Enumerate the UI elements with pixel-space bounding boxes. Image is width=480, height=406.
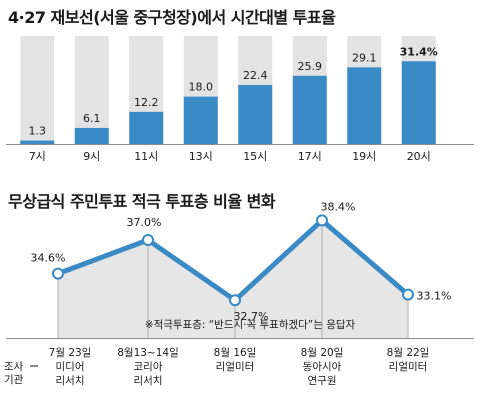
x-org-label: 리얼미터 <box>216 361 255 373</box>
bar-value-label: 1.3 <box>29 125 47 138</box>
bar-value-label: 31.4% <box>400 45 438 58</box>
bar <box>20 140 55 144</box>
x-tick-label: 15시 <box>243 150 267 163</box>
x-tick-label: 11시 <box>134 150 158 163</box>
bar-value-label: 29.1 <box>352 51 377 64</box>
bar-value-label: 6.1 <box>83 112 101 125</box>
point-value-label: 33.1% <box>417 290 452 303</box>
point-value-label: 37.0% <box>127 216 162 229</box>
x-org-label: 미디어 <box>56 361 85 373</box>
data-point <box>52 267 64 280</box>
line-chart-title: 무상급식 주민투표 적극 투표층 비율 변화 <box>8 192 276 211</box>
bar <box>347 67 382 144</box>
x-org-label: 리얼미터 <box>389 361 428 373</box>
bar <box>74 127 109 144</box>
point-value-label: 32.7% <box>234 310 269 323</box>
x-org-label: 리서치 <box>56 375 85 387</box>
bar-track <box>20 36 55 144</box>
point-value-label: 34.6% <box>31 252 66 265</box>
bar <box>183 96 218 144</box>
data-point <box>229 294 241 307</box>
bar-value-label: 18.0 <box>189 81 214 94</box>
bar <box>292 75 327 144</box>
footnote: ※적극투표층: “반드시·꼭 투표하겠다”는 응답자 <box>145 318 356 331</box>
bar <box>401 61 436 144</box>
x-org-label: 연구원 <box>308 375 337 387</box>
survey-org-header: 조사 기관 <box>4 361 23 387</box>
bar-value-label: 25.9 <box>298 60 323 73</box>
x-tick-label: 19시 <box>352 150 376 163</box>
bar-chart-title: 4·27 재보선(서울 중구청장)에서 시간대별 투표율 <box>8 8 336 27</box>
x-org-label: 동아시아 <box>303 361 342 373</box>
bar-value-label: 12.2 <box>134 96 159 109</box>
x-date-label: 8월 16일 <box>214 346 257 359</box>
data-point <box>142 234 154 246</box>
x-org-label: 리서치 <box>134 375 163 387</box>
x-tick-label: 20시 <box>407 150 431 163</box>
bar <box>129 111 164 144</box>
area-fill <box>58 220 408 338</box>
point-value-label: 38.4% <box>321 200 356 213</box>
data-point <box>316 214 328 227</box>
x-date-label: 8월 22일 <box>387 346 430 359</box>
bar-value-label: 22.4 <box>243 69 268 82</box>
line-chart: 34.6% 37.0% 32.7% 38.4% 33.1% ※적극투표층: “반드시·꼭 … <box>6 200 474 387</box>
bar <box>238 84 273 144</box>
survey-org-header-line-2: 기관 <box>4 374 24 386</box>
bar-track <box>74 36 109 144</box>
data-point <box>402 288 414 301</box>
x-date-label: 8월13~14일 <box>117 346 179 359</box>
survey-org-header-line-1: 조사 <box>4 361 24 373</box>
bar-chart: 1.3 7시 6.1 9시 12.2 11시 18.0 13시 22.4 15시 25.9 17시 29… <box>6 36 474 163</box>
x-org-label: 코리아 <box>134 361 163 373</box>
x-tick-label: 9시 <box>83 150 100 163</box>
x-tick-label: 17시 <box>298 150 322 163</box>
x-tick-label: 7시 <box>29 150 46 163</box>
x-tick-label: 13시 <box>189 150 213 163</box>
x-date-label: 8월 20일 <box>301 346 344 359</box>
x-date-label: 7월 23일 <box>49 346 92 359</box>
